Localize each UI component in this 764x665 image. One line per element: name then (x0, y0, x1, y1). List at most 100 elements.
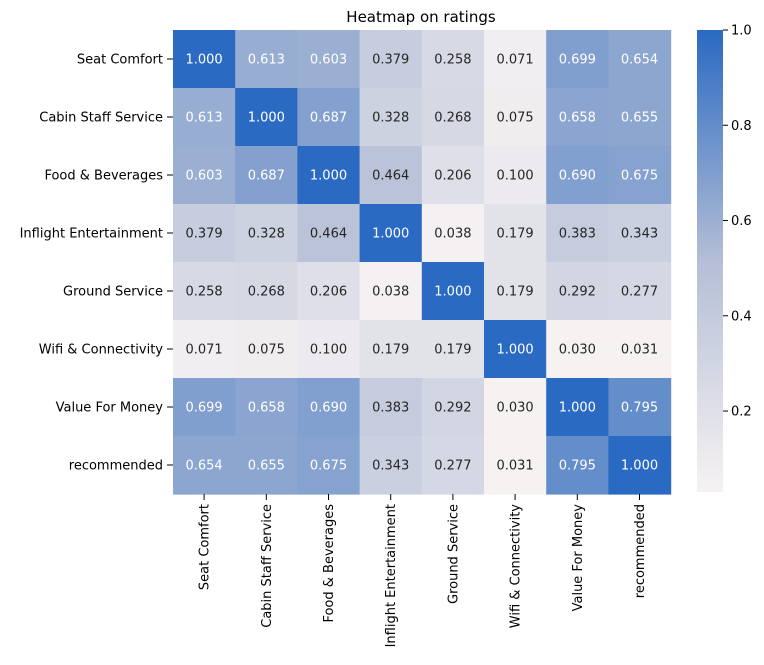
heatmap-cell (421, 262, 485, 321)
row-label: Seat Comfort (77, 53, 163, 68)
heatmap-cell (421, 436, 485, 495)
column-label: Seat Comfort (198, 504, 213, 590)
heatmap-cell (173, 378, 236, 437)
heatmap-cell (235, 204, 298, 263)
heatmap-cell (359, 146, 423, 205)
column-label: Ground Service (446, 504, 461, 604)
cell-value-label: 0.258 (434, 53, 471, 68)
chart-title: Heatmap on ratings (346, 8, 496, 26)
colorbar: 0.2 0.4 0.6 0.8 1.0 (697, 24, 752, 492)
colorbar-tick-label: 0.2 (731, 405, 752, 420)
heatmap-cell (608, 320, 672, 379)
cell-value-label: 0.030 (559, 343, 596, 358)
heatmap-cell (546, 146, 609, 205)
cell-value-label: 0.031 (621, 343, 658, 358)
heatmap-cell (484, 378, 547, 437)
heatmap-cell (173, 262, 236, 321)
cell-value-label: 1.000 (310, 169, 347, 184)
cell-value-label: 0.179 (496, 227, 533, 242)
heatmap-cell (173, 30, 236, 89)
cell-value-label: 0.268 (434, 111, 471, 126)
row-label: recommended (69, 459, 163, 474)
cell-value-label: 1.000 (621, 459, 658, 474)
column-label: Food & Beverages (322, 504, 337, 623)
cell-value-label: 0.071 (496, 53, 533, 68)
cell-value-label: 0.690 (559, 169, 596, 184)
heatmap-cell (359, 378, 423, 437)
cell-value-label: 0.179 (434, 343, 471, 358)
cell-value-label: 1.000 (372, 227, 409, 242)
colorbar-gradient (697, 30, 723, 492)
cell-value-label: 0.379 (185, 227, 222, 242)
heatmap-cell (297, 262, 361, 321)
cell-value-label: 0.687 (310, 111, 347, 126)
cell-value-label: 0.030 (496, 401, 533, 416)
heatmap-cell (359, 436, 423, 495)
cell-value-label: 0.075 (496, 111, 533, 126)
colorbar-tick-label: 0.6 (731, 214, 752, 229)
cell-value-label: 0.658 (559, 111, 596, 126)
heatmap-cell (546, 436, 609, 495)
cell-value-label: 0.655 (621, 111, 658, 126)
cell-value-label: 0.292 (434, 401, 471, 416)
cell-value-label: 0.268 (248, 285, 285, 300)
heatmap-cell (235, 262, 298, 321)
cell-value-label: 0.071 (185, 343, 222, 358)
heatmap-cell (297, 88, 361, 147)
cell-value-label: 1.000 (248, 111, 285, 126)
cell-value-label: 0.328 (372, 111, 409, 126)
heatmap-cell (173, 204, 236, 263)
heatmap-cell (546, 204, 609, 263)
cell-value-label: 0.658 (248, 401, 285, 416)
cell-value-label: 0.675 (310, 459, 347, 474)
heatmap-cell (235, 88, 298, 147)
heatmap-cell (608, 30, 672, 89)
cell-value-label: 0.464 (372, 169, 409, 184)
heatmap-cell (235, 378, 298, 437)
colorbar-tick-label: 1.0 (731, 24, 752, 39)
heatmap-cell (608, 146, 672, 205)
column-label: Value For Money (571, 504, 586, 612)
column-label: Inflight Entertainment (384, 504, 399, 647)
heatmap-cell (235, 320, 298, 379)
cell-value-label: 0.687 (248, 169, 285, 184)
heatmap-cell (484, 88, 547, 147)
heatmap-cell (546, 378, 609, 437)
heatmap-cell (173, 146, 236, 205)
cell-value-label: 0.613 (248, 53, 285, 68)
cell-value-label: 0.292 (559, 285, 596, 300)
column-label: Cabin Staff Service (260, 504, 275, 628)
cell-value-label: 0.654 (185, 459, 222, 474)
cell-value-label: 0.179 (496, 285, 533, 300)
heatmap-cell (297, 204, 361, 263)
heatmap-cell (608, 262, 672, 321)
heatmap-cell (297, 436, 361, 495)
heatmap-cell (421, 88, 485, 147)
cell-value-label: 0.277 (434, 459, 471, 474)
heatmap-cell (421, 30, 485, 89)
heatmap-cell (359, 30, 423, 89)
row-label: Value For Money (56, 401, 164, 416)
heatmap-cell (484, 146, 547, 205)
heatmap-cells (173, 30, 672, 495)
cell-value-label: 0.343 (372, 459, 409, 474)
heatmap-cell (546, 262, 609, 321)
heatmap-cell (608, 378, 672, 437)
column-label: Wifi & Connectivity (509, 504, 524, 629)
heatmap-cell (484, 204, 547, 263)
heatmap-cell (608, 88, 672, 147)
cell-value-label: 0.379 (372, 53, 409, 68)
cell-value-label: 0.690 (310, 401, 347, 416)
heatmap-cell (235, 30, 298, 89)
cell-value-label: 1.000 (559, 401, 596, 416)
cell-value-label: 0.100 (496, 169, 533, 184)
heatmap-cell (546, 320, 609, 379)
cell-value-label: 0.795 (621, 401, 658, 416)
heatmap-cell (359, 320, 423, 379)
heatmap-cell (421, 146, 485, 205)
heatmap-cell (608, 436, 672, 495)
cell-value-label: 0.179 (372, 343, 409, 358)
heatmap-cell (359, 204, 423, 263)
cell-value-label: 0.655 (248, 459, 285, 474)
